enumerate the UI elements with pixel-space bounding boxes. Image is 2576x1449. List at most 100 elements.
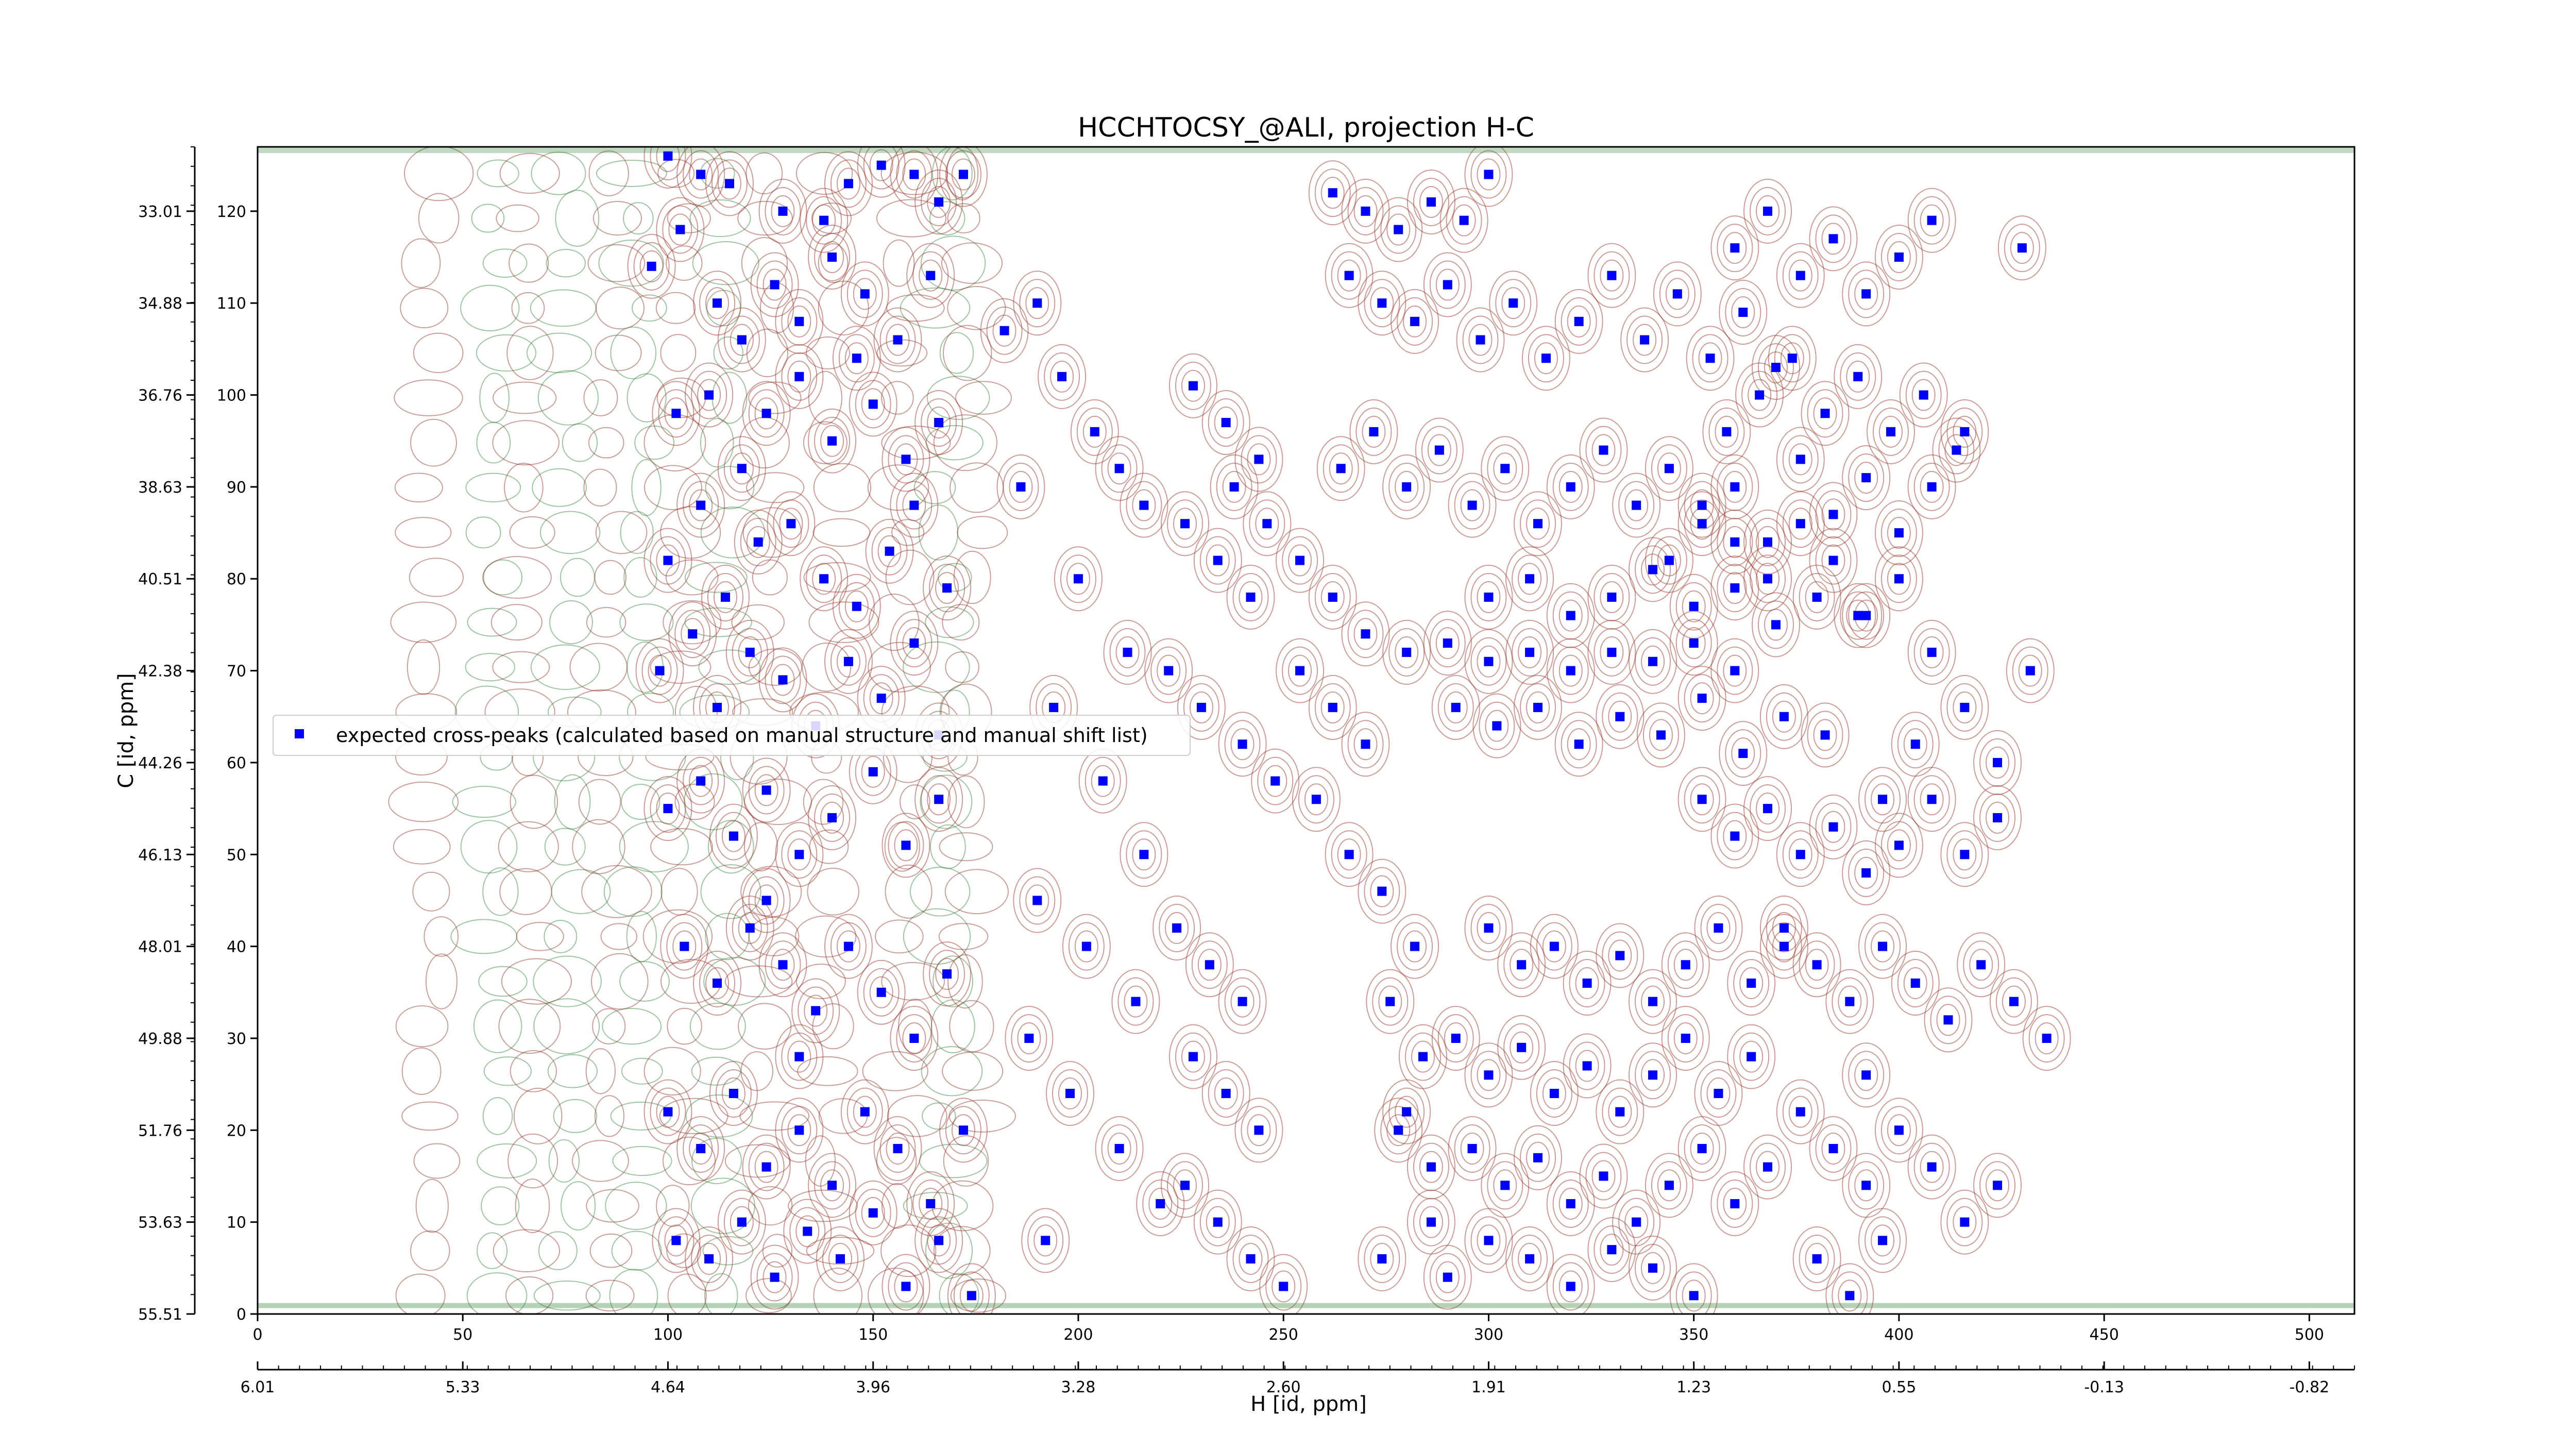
cross-peak-marker [901,840,911,850]
cross-peak-marker [827,252,837,262]
contour-ring [490,604,543,641]
contour-ring [1848,453,1885,502]
cross-peak-marker [1943,1015,1953,1025]
contour-ring [822,1234,858,1283]
contour-ring [742,1134,791,1200]
contour-ring [738,636,762,668]
contour-ring [1717,646,1753,695]
contour-ring [1374,197,1423,262]
contour-ring [650,536,686,585]
contour-ring [1314,572,1351,621]
contour-ring [754,884,778,917]
contour-ring [1756,793,1780,825]
contour-ring [939,832,993,862]
contour-ring [748,381,802,414]
contour-ring [598,240,664,287]
cross-peak-marker [1763,537,1773,547]
contour-ring [1019,279,1056,328]
contour-ring [705,151,754,216]
contour-ring [902,627,926,660]
cross-peak-marker [1763,804,1773,814]
contour-ring [1558,599,1583,632]
contour-ring [1518,563,1542,595]
contour-ring [1629,629,1677,694]
contour-ring [1899,362,1948,428]
contour-ring [1060,554,1096,603]
contour-ring [1936,1004,1960,1036]
cross-peak-marker [1328,702,1337,712]
contour-ring [789,1207,826,1256]
cross-peak-marker [1828,234,1838,244]
contour-ring [1913,775,1950,824]
contour-ring [849,372,897,437]
contour-ring [1153,895,1201,961]
contour-ring [1181,1040,1205,1073]
cross-peak-marker [1361,739,1370,749]
contour-ring [942,1051,1004,1091]
cross-peak-marker [1073,574,1083,584]
cross-peak-marker [1549,1088,1559,1098]
y-tick-label: 100 [217,387,246,405]
contour-ring [1563,1033,1612,1099]
contour-ring [1575,967,1599,999]
cross-peak-marker [1582,978,1592,988]
contour-ring [689,1132,713,1165]
contour-ring [1082,415,1107,448]
contour-ring [1871,930,1895,963]
contour-ring [947,285,1006,330]
contour-ring [1464,1042,1513,1108]
contour-ring [1801,702,1850,768]
contour-ring [1358,1226,1406,1291]
contour-ring [619,821,689,873]
contour-ring [394,473,443,502]
contour-ring [1199,1198,1236,1246]
contour-ring [925,425,984,461]
contour-ring [1848,848,1885,897]
cross-peak-marker [958,1125,968,1135]
contour-ring [1150,646,1187,695]
cross-peak-marker [1484,1070,1494,1080]
cross-peak-marker [1599,1171,1608,1181]
contour-ring [1239,1242,1263,1275]
contour-ring [1866,399,1915,464]
contour-ring [1807,389,1843,438]
contour-ring [1316,436,1365,501]
contour-ring [643,776,692,841]
contour-ring [1362,415,1386,448]
contour-ring [410,1230,450,1271]
cross-peak-marker [1114,464,1124,474]
contour-ring [1979,1161,2016,1210]
contour-ring [1602,931,1638,980]
contour-ring [803,779,844,825]
cross-peak-marker [1722,427,1732,436]
contour-ring [957,516,1008,549]
contour-ring [1792,564,1841,630]
contour-ring [674,610,711,659]
contour-ring [808,408,857,474]
contour-ring [1380,1106,1417,1155]
cross-peak-marker [1894,574,1904,584]
contour-ring [533,955,602,1007]
contour-ring [560,558,595,597]
cross-peak-marker [852,353,861,363]
contour-ring [1684,499,1720,548]
cross-peak-marker [713,702,722,712]
contour-ring [1710,638,1759,703]
contour-ring [890,611,939,676]
cross-peak-marker [1500,464,1510,474]
contour-ring [1288,654,1312,687]
contour-ring [779,508,803,540]
contour-ring [1320,177,1345,209]
contour-ring [1751,592,1800,658]
contour-ring [914,767,963,832]
contour-ring [1706,1077,1731,1109]
x-ppm-tick-label: -0.82 [2290,1378,2330,1396]
cross-peak-marker [1533,519,1543,529]
contour-ring [1874,225,1923,290]
cross-peak-marker [1828,1143,1838,1153]
cross-peak-marker [1648,997,1658,1006]
contour-ring [894,1270,918,1303]
contour-ring [1206,1206,1230,1238]
cross-peak-marker [1139,500,1149,510]
contour-ring [1380,205,1417,254]
